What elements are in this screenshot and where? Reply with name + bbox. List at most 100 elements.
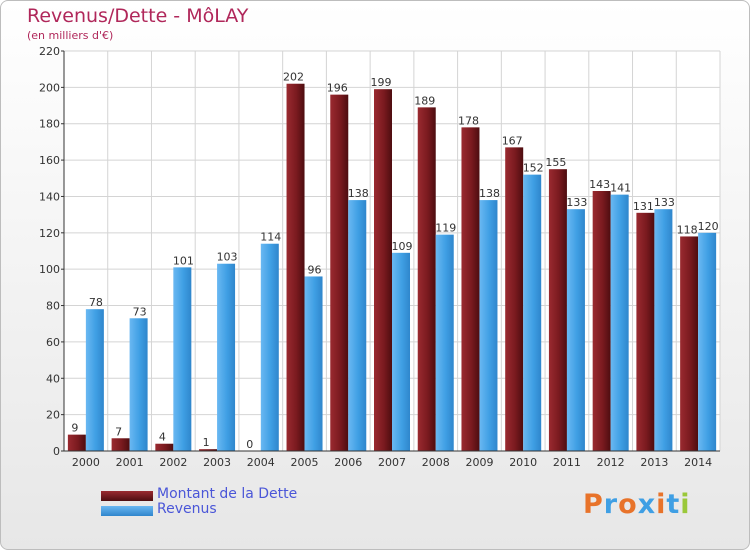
y-tick-label: 120 <box>39 227 60 240</box>
bar-dette <box>417 107 436 451</box>
value-label-revenus: 138 <box>348 187 369 200</box>
logo-letter: i <box>656 489 667 520</box>
value-label-dette: 202 <box>283 71 304 84</box>
bar-revenus <box>566 209 585 451</box>
x-tick-label: 2009 <box>465 456 493 469</box>
bar-revenus <box>304 276 323 451</box>
bar-dette <box>155 443 174 451</box>
value-label-revenus: 120 <box>698 220 719 233</box>
y-tick-label: 20 <box>46 409 60 422</box>
value-label-dette: 155 <box>545 156 566 169</box>
logo-letter: i <box>680 489 691 520</box>
bar-dette <box>505 147 524 451</box>
legend-swatch-dette <box>101 491 153 501</box>
bar-revenus <box>435 234 454 451</box>
bar-dette <box>374 89 392 451</box>
y-tick-label: 60 <box>46 336 60 349</box>
value-label-revenus: 152 <box>523 162 544 175</box>
bar-dette <box>199 449 218 451</box>
value-label-revenus: 114 <box>260 231 281 244</box>
logo-letter: o <box>618 489 638 520</box>
axes: 2000 2001 2002 2003 2004 2005 2006 2007 2008 2009… <box>61 50 720 469</box>
value-label-dette: 0 <box>246 438 253 451</box>
legend-swatch-revenus <box>101 506 153 516</box>
y-tick-label: 0 <box>53 445 60 458</box>
bar-revenus <box>260 243 279 451</box>
value-labels: 9 7 4 1 0 202 196 199 189 178 167 155 143 131 118 78 73 1… <box>71 71 718 451</box>
value-label-dette: 196 <box>327 82 348 95</box>
value-label-revenus: 73 <box>133 305 147 318</box>
bar-revenus <box>173 267 192 451</box>
bar-chart: 0 20 40 60 80 100 120 140 160 180 200 220 9 7 4 1 0 202 1… <box>39 45 721 469</box>
x-tick-label: 2013 <box>640 456 668 469</box>
bar-dette <box>330 94 349 452</box>
value-label-dette: 199 <box>371 76 392 89</box>
value-label-revenus: 109 <box>392 240 413 253</box>
value-label-revenus: 101 <box>173 254 194 267</box>
chart-title: Revenus/Dette - MôLAY <box>27 5 249 27</box>
x-tick-label: 2004 <box>247 456 275 469</box>
bar-revenus <box>523 174 542 452</box>
bar-dette <box>592 191 611 451</box>
bar-revenus <box>654 209 673 451</box>
value-label-revenus: 133 <box>654 196 675 209</box>
logo-letter: x <box>637 489 657 520</box>
logo-letter: r <box>603 489 619 520</box>
bar-revenus <box>85 309 104 451</box>
proxiti-logo: Proxiti <box>583 489 691 520</box>
x-tick-label: 2005 <box>291 456 319 469</box>
x-tick-label: 2012 <box>597 456 625 469</box>
y-tick-label: 80 <box>46 300 60 313</box>
bar-revenus <box>479 200 498 451</box>
bar-dette <box>67 434 86 451</box>
y-tick-label: 220 <box>39 45 60 58</box>
value-label-revenus: 78 <box>89 296 103 309</box>
bar-revenus <box>348 200 367 451</box>
legend-label-revenus: Revenus <box>157 501 217 517</box>
x-tick-label: 2010 <box>509 456 537 469</box>
value-label-dette: 143 <box>589 178 610 191</box>
value-label-dette: 7 <box>115 425 122 438</box>
bar-dette <box>111 438 130 451</box>
bar-dette <box>461 127 480 451</box>
logo-letter: P <box>583 489 604 520</box>
value-label-revenus: 138 <box>479 187 500 200</box>
legend-label-dette: Montant de la Dette <box>157 486 298 502</box>
value-label-dette: 4 <box>159 431 166 444</box>
x-tick-label: 2006 <box>334 456 362 469</box>
bar-revenus <box>698 232 717 451</box>
x-tick-label: 2011 <box>553 456 581 469</box>
y-tick-label: 100 <box>39 263 60 276</box>
x-tick-label: 2014 <box>684 456 712 469</box>
value-label-revenus: 133 <box>566 196 587 209</box>
x-tick-label: 2002 <box>159 456 187 469</box>
chart-subtitle: (en milliers d'€) <box>27 29 114 42</box>
value-label-revenus: 141 <box>610 182 631 195</box>
bar-revenus <box>610 194 629 452</box>
bar-dette <box>680 236 699 451</box>
value-label-revenus: 103 <box>217 251 238 264</box>
value-label-dette: 131 <box>633 200 654 213</box>
value-label-dette: 178 <box>458 114 479 127</box>
logo-letter: t <box>666 489 681 520</box>
bar-revenus <box>217 263 236 451</box>
bars <box>67 83 717 452</box>
bar-revenus <box>392 252 410 451</box>
value-label-dette: 118 <box>677 223 698 236</box>
x-tick-label: 2003 <box>203 456 231 469</box>
value-label-dette: 1 <box>203 436 210 449</box>
value-label-dette: 9 <box>71 422 78 435</box>
value-label-dette: 189 <box>414 94 435 107</box>
y-tick-label: 40 <box>46 372 60 385</box>
x-tick-label: 2001 <box>116 456 144 469</box>
x-tick-label: 2007 <box>378 456 406 469</box>
y-tick-label: 200 <box>39 81 60 94</box>
bar-revenus <box>129 318 148 451</box>
bar-dette <box>286 83 305 452</box>
value-label-revenus: 96 <box>308 263 322 276</box>
bar-dette <box>636 212 655 451</box>
x-tick-label: 2008 <box>422 456 450 469</box>
x-tick-label: 2000 <box>72 456 100 469</box>
y-tick-label: 180 <box>39 118 60 131</box>
